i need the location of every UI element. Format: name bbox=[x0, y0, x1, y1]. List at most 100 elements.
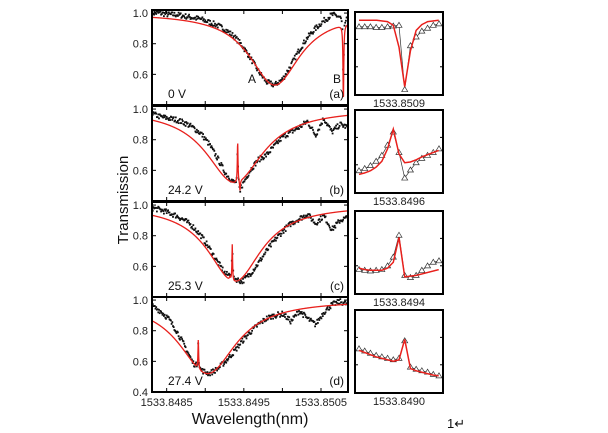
data-point bbox=[157, 113, 160, 116]
data-point bbox=[342, 302, 345, 304]
data-point bbox=[200, 237, 202, 240]
data-point bbox=[306, 214, 309, 217]
data-point bbox=[279, 235, 282, 237]
data-point bbox=[179, 219, 181, 221]
data-point bbox=[281, 310, 284, 313]
data-series bbox=[152, 10, 348, 98]
data-point bbox=[221, 28, 224, 31]
data-point bbox=[214, 366, 217, 369]
data-point bbox=[188, 354, 190, 356]
data-point bbox=[242, 341, 244, 344]
y-tick-label: 0.8 bbox=[133, 231, 148, 243]
fit-curve bbox=[152, 210, 348, 282]
data-point bbox=[254, 164, 257, 167]
data-point bbox=[269, 314, 272, 317]
data-point bbox=[316, 133, 319, 136]
data-point bbox=[305, 40, 307, 43]
data-point bbox=[274, 236, 277, 239]
data-point bbox=[267, 153, 270, 156]
data-point bbox=[198, 133, 201, 135]
data-point bbox=[189, 18, 192, 20]
data-point bbox=[312, 131, 315, 134]
data-point bbox=[187, 352, 190, 355]
data-point bbox=[332, 229, 335, 231]
data-point bbox=[177, 11, 180, 14]
data-point bbox=[297, 48, 300, 51]
data-point bbox=[202, 372, 204, 375]
data-point bbox=[235, 346, 237, 349]
data-point bbox=[326, 124, 328, 127]
data-point bbox=[312, 32, 314, 35]
y-tick-label: 0.6 bbox=[133, 165, 148, 177]
data-point bbox=[297, 127, 300, 129]
data-point bbox=[181, 15, 183, 18]
data-point bbox=[167, 209, 169, 212]
data-point bbox=[328, 224, 330, 227]
data-point bbox=[342, 218, 344, 221]
data-triangle bbox=[418, 27, 426, 34]
data-point bbox=[317, 322, 319, 324]
y-tick-label: 0.8 bbox=[133, 135, 148, 147]
data-point bbox=[307, 124, 310, 127]
data-point bbox=[184, 346, 187, 349]
data-point bbox=[206, 244, 209, 247]
data-point bbox=[265, 247, 268, 250]
data-point bbox=[195, 231, 198, 234]
data-triangle bbox=[429, 258, 437, 265]
inset-1 bbox=[354, 11, 444, 96]
data-point bbox=[208, 245, 211, 248]
data-point bbox=[331, 14, 334, 17]
data-triangle bbox=[372, 23, 380, 30]
data-point bbox=[191, 358, 193, 361]
data-point bbox=[266, 151, 269, 154]
data-point bbox=[196, 17, 199, 20]
data-point bbox=[249, 273, 251, 276]
data-point bbox=[335, 300, 337, 303]
data-point bbox=[216, 259, 218, 262]
data-point bbox=[226, 359, 229, 362]
x-tick-label: 1533.8485 bbox=[141, 397, 193, 409]
data-point bbox=[212, 371, 215, 374]
data-point bbox=[331, 130, 333, 132]
data-triangle bbox=[435, 145, 443, 152]
data-point bbox=[227, 357, 230, 360]
data-point bbox=[305, 316, 308, 319]
data-point bbox=[340, 301, 343, 304]
data-point bbox=[279, 139, 282, 142]
data-point bbox=[345, 19, 347, 22]
data-point bbox=[165, 212, 168, 215]
data-point bbox=[202, 236, 205, 239]
data-point bbox=[256, 265, 258, 268]
data-point bbox=[305, 216, 308, 218]
data-point bbox=[201, 234, 204, 237]
data-point bbox=[178, 337, 181, 340]
data-triangle bbox=[423, 262, 432, 269]
data-point bbox=[326, 307, 328, 310]
data-point bbox=[326, 221, 328, 224]
data-point bbox=[174, 212, 176, 215]
data-point bbox=[193, 365, 196, 368]
data-point bbox=[341, 28, 344, 31]
data-point bbox=[214, 371, 216, 374]
inset-series bbox=[355, 19, 443, 92]
data-point bbox=[314, 29, 317, 31]
data-point bbox=[163, 12, 166, 14]
data-point bbox=[174, 216, 177, 219]
fit-curve bbox=[358, 126, 439, 176]
data-triangle bbox=[395, 231, 403, 238]
data-point bbox=[228, 30, 230, 33]
data-triangle bbox=[355, 23, 363, 30]
data-point bbox=[177, 331, 179, 334]
data-point bbox=[321, 122, 323, 125]
data-point bbox=[272, 317, 274, 320]
panel-d bbox=[151, 296, 349, 393]
data-point bbox=[209, 24, 212, 27]
data-point bbox=[214, 153, 217, 155]
data-point bbox=[307, 213, 309, 216]
data-point bbox=[209, 19, 211, 22]
data-point bbox=[331, 228, 333, 231]
data-point bbox=[270, 245, 272, 248]
data-point bbox=[328, 16, 331, 19]
data-point bbox=[224, 31, 227, 34]
data-point bbox=[338, 126, 340, 129]
